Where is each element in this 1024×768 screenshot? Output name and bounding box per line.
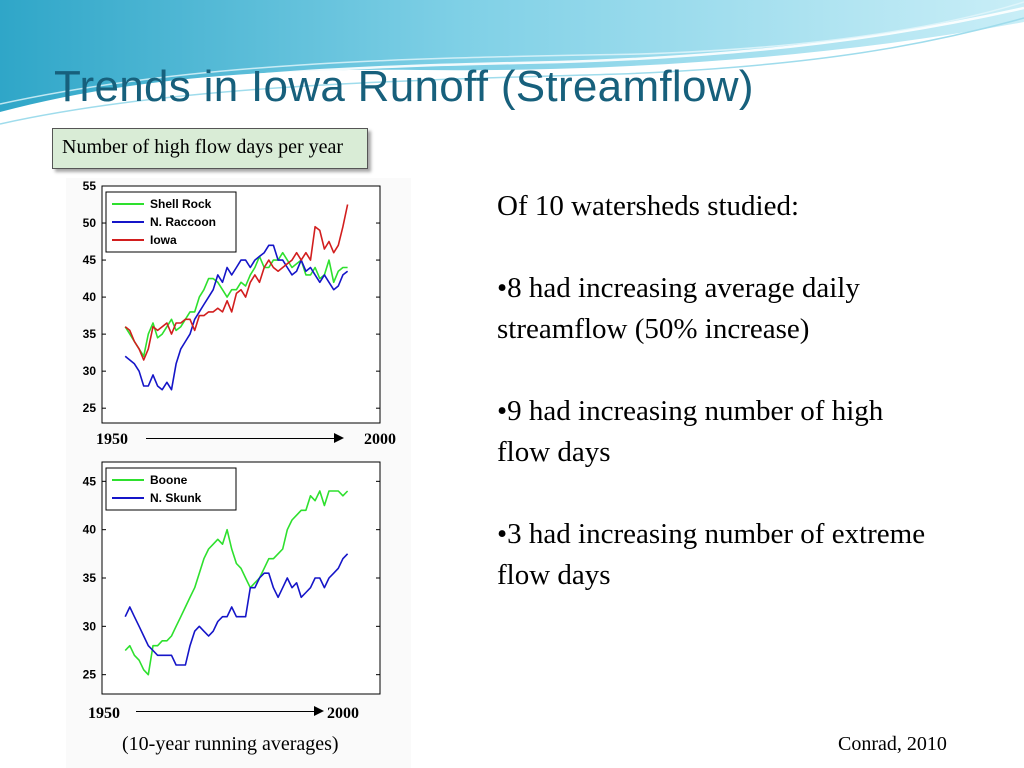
y-tick-label: 45 <box>83 474 97 488</box>
legend-label: Boone <box>150 473 188 487</box>
series-line-boone <box>124 490 349 676</box>
y-tick-label: 25 <box>83 401 97 415</box>
time-arrow-bottom <box>136 711 314 712</box>
series-line-shell-rock <box>124 251 348 358</box>
legend-box <box>105 467 237 511</box>
time-arrow-top <box>146 438 334 439</box>
finding-bullet-1: •8 had increasing average daily streamfl… <box>497 272 860 345</box>
y-tick-label: 40 <box>83 523 97 537</box>
series-line-iowa <box>124 204 349 361</box>
series-line-n-skunk <box>124 553 349 666</box>
y-tick-label: 45 <box>83 253 97 267</box>
year-start-label-top: 1950 <box>96 431 128 448</box>
y-tick-label: 35 <box>83 327 97 341</box>
legend-label: Shell Rock <box>150 197 212 211</box>
y-tick-label: 55 <box>83 179 97 193</box>
findings-text: Of 10 watersheds studied: •8 had increas… <box>497 186 937 637</box>
legend-label: N. Skunk <box>150 491 202 505</box>
header-wave-decoration <box>0 0 1024 125</box>
chart-top: 25 30 35 40 45 50 55 Shell Rock N. Raccoon Iowa <box>83 179 381 424</box>
year-end-label-bottom: 2000 <box>327 705 359 722</box>
y-tick-label: 30 <box>83 619 97 633</box>
finding-bullet-2: •9 had increasing number of high flow da… <box>497 395 884 468</box>
slide-title: Trends in Iowa Runoff (Streamflow) <box>54 62 754 111</box>
y-tick-label: 40 <box>83 290 97 304</box>
year-start-label-bottom: 1950 <box>88 705 120 722</box>
y-tick-label: 30 <box>83 364 97 378</box>
figure-caption: (10-year running averages) <box>122 733 339 755</box>
subtitle-box: Number of high flow days per year <box>52 128 369 169</box>
arrow-head-bottom-icon <box>314 706 324 716</box>
citation: Conrad, 2010 <box>838 733 947 755</box>
year-end-label-top: 2000 <box>364 431 396 448</box>
finding-bullet-3: •3 had increasing number of extreme flow… <box>497 518 926 591</box>
y-tick-label: 50 <box>83 216 97 230</box>
series-line-n-raccoon <box>124 244 349 391</box>
legend-label: N. Raccoon <box>150 215 216 229</box>
arrow-head-top-icon <box>334 433 344 443</box>
y-tick-label: 25 <box>83 668 97 682</box>
legend-label: Iowa <box>150 233 177 247</box>
chart-bottom: 25 30 35 40 45 Boone N. Skunk <box>83 461 381 695</box>
findings-intro: Of 10 watersheds studied: <box>497 190 800 222</box>
y-tick-label: 35 <box>83 571 97 585</box>
